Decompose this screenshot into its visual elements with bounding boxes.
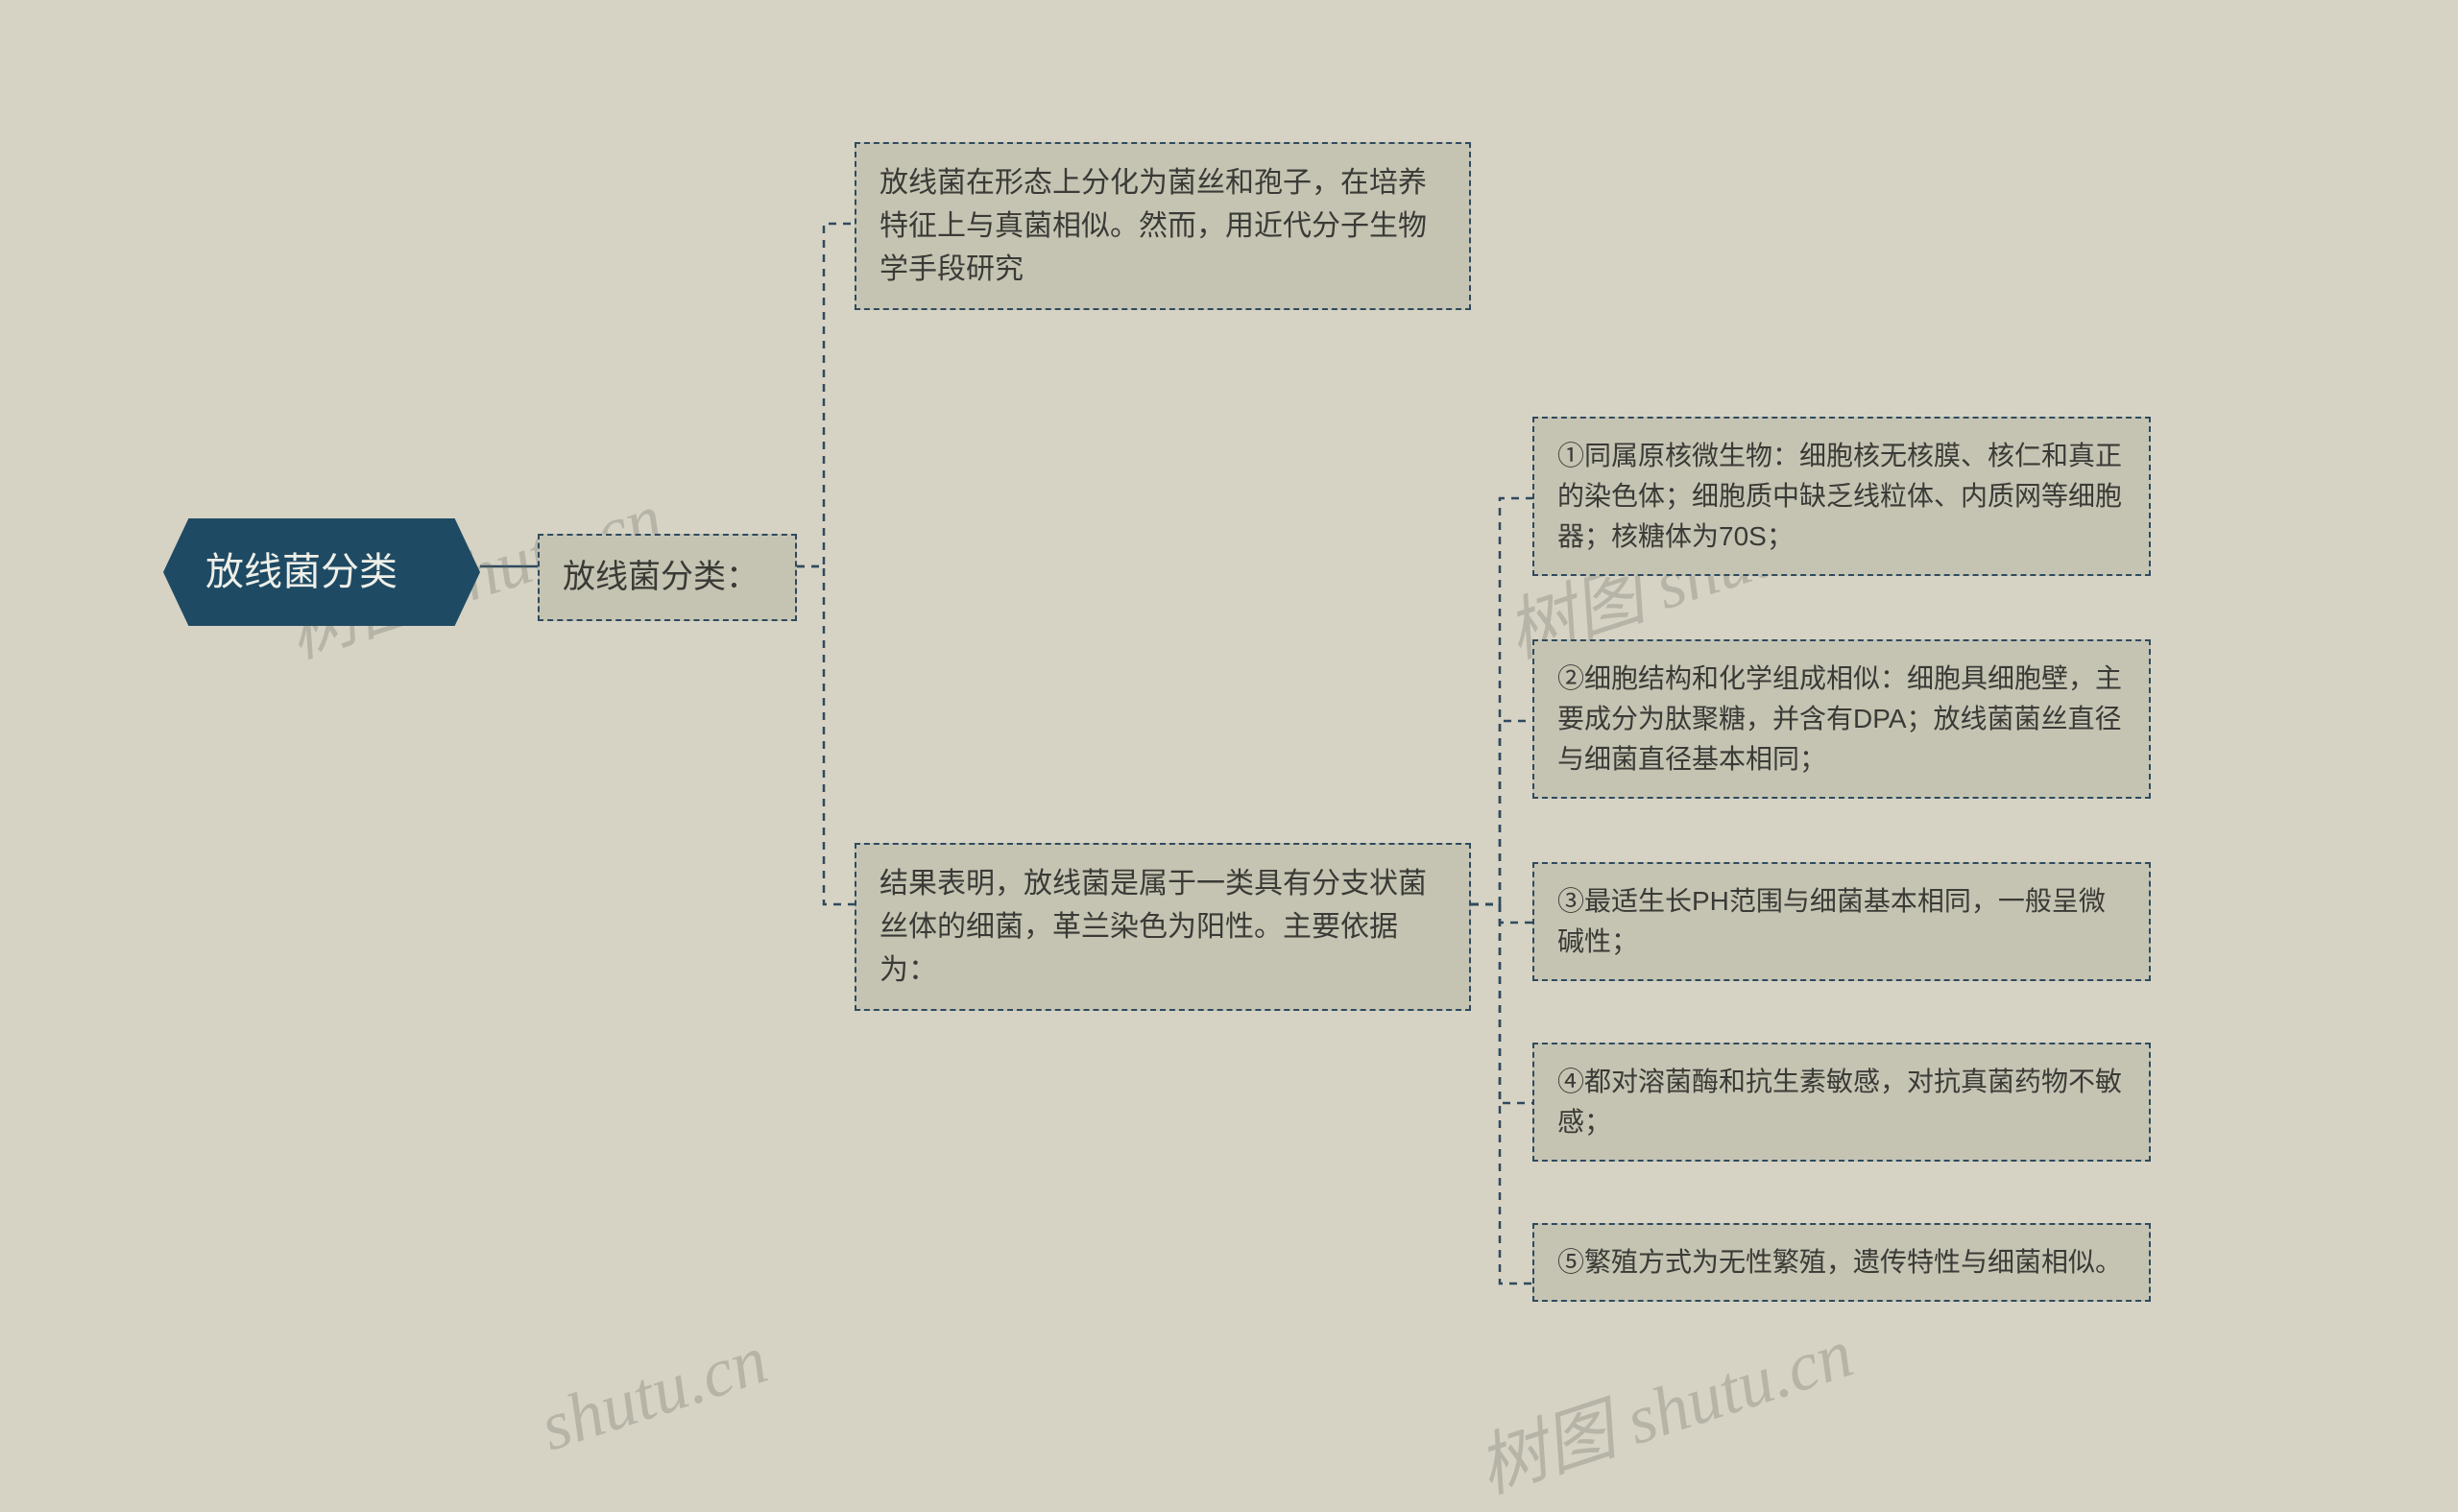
node-l3-2[interactable]: ②细胞结构和化学组成相似：细胞具细胞壁，主要成分为肽聚糖，并含有DPA；放线菌菌… [1532,639,2151,799]
edge-l1-l2a [797,224,855,566]
edge-l2b-l3-4 [1471,904,1532,1103]
watermark: shutu.cn [531,1320,777,1468]
node-label: ②细胞结构和化学组成相似：细胞具细胞壁，主要成分为肽聚糖，并含有DPA；放线菌菌… [1557,663,2122,774]
node-l2a[interactable]: 放线菌在形态上分化为菌丝和孢子，在培养特征上与真菌相似。然而，用近代分子生物学手… [855,142,1471,310]
node-l3-3[interactable]: ③最适生长PH范围与细菌基本相同，一般呈微碱性； [1532,862,2151,981]
node-label: 结果表明，放线菌是属于一类具有分支状菌丝体的细菌，革兰染色为阳性。主要依据为： [880,868,1427,986]
node-label: ④都对溶菌酶和抗生素敏感，对抗真菌药物不敏感； [1557,1067,2122,1137]
node-l3-1[interactable]: ①同属原核微生物：细胞核无核膜、核仁和真正的染色体；细胞质中缺乏线粒体、内质网等… [1532,417,2151,576]
node-level1[interactable]: 放线菌分类： [538,534,797,621]
node-l3-4[interactable]: ④都对溶菌酶和抗生素敏感，对抗真菌药物不敏感； [1532,1043,2151,1162]
watermark: 树图 shutu.cn [1463,1296,1864,1512]
node-label: 放线菌分类： [563,559,759,595]
edge-l2b-l3-5 [1471,904,1532,1284]
node-label: 放线菌在形态上分化为菌丝和孢子，在培养特征上与真菌相似。然而，用近代分子生物学手… [880,167,1427,285]
node-label: ⑤繁殖方式为无性繁殖，遗传特性与细菌相似。 [1557,1247,2122,1277]
node-label: ③最适生长PH范围与细菌基本相同，一般呈微碱性； [1557,886,2106,956]
root-node[interactable]: 放线菌分类 [163,518,480,626]
edge-l2b-l3-1 [1471,498,1532,904]
node-label: ①同属原核微生物：细胞核无核膜、核仁和真正的染色体；细胞质中缺乏线粒体、内质网等… [1557,441,2122,551]
mindmap-canvas: 树图 shutu.cn 树图 shutu.cn shutu.cn 树图 shut… [0,0,2458,1452]
edge-l2b-l3-3 [1471,904,1532,923]
node-l3-5[interactable]: ⑤繁殖方式为无性繁殖，遗传特性与细菌相似。 [1532,1223,2151,1302]
root-label: 放线菌分类 [205,551,398,593]
edge-l1-l2b [797,566,855,904]
edge-l2b-l3-2 [1471,721,1532,904]
node-l2b[interactable]: 结果表明，放线菌是属于一类具有分支状菌丝体的细菌，革兰染色为阳性。主要依据为： [855,843,1471,1011]
